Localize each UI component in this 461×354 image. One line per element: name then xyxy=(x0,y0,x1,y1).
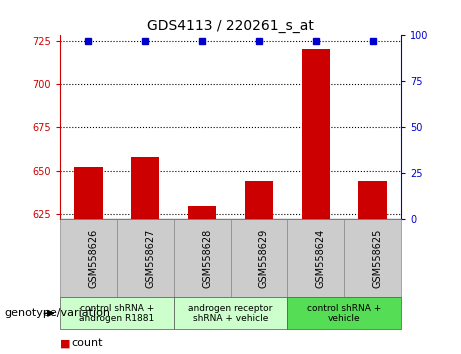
Text: GSM558628: GSM558628 xyxy=(202,229,212,288)
Text: control shRNA +
vehicle: control shRNA + vehicle xyxy=(307,304,381,323)
Text: GSM558626: GSM558626 xyxy=(89,229,98,288)
Text: GSM558624: GSM558624 xyxy=(316,229,326,288)
Text: count: count xyxy=(71,338,103,348)
Title: GDS4113 / 220261_s_at: GDS4113 / 220261_s_at xyxy=(147,19,314,33)
Text: GSM558625: GSM558625 xyxy=(372,229,383,288)
Text: GSM558627: GSM558627 xyxy=(145,229,155,288)
Text: androgen receptor
shRNA + vehicle: androgen receptor shRNA + vehicle xyxy=(188,304,273,323)
Text: genotype/variation: genotype/variation xyxy=(5,308,111,318)
Text: ■: ■ xyxy=(60,338,71,348)
Bar xyxy=(188,206,216,219)
Bar xyxy=(245,181,273,219)
Bar xyxy=(74,167,102,219)
Bar xyxy=(358,181,387,219)
Text: control shRNA +
androgen R1881: control shRNA + androgen R1881 xyxy=(79,304,154,323)
Bar xyxy=(131,157,160,219)
Text: GSM558629: GSM558629 xyxy=(259,229,269,288)
Bar xyxy=(301,49,330,219)
